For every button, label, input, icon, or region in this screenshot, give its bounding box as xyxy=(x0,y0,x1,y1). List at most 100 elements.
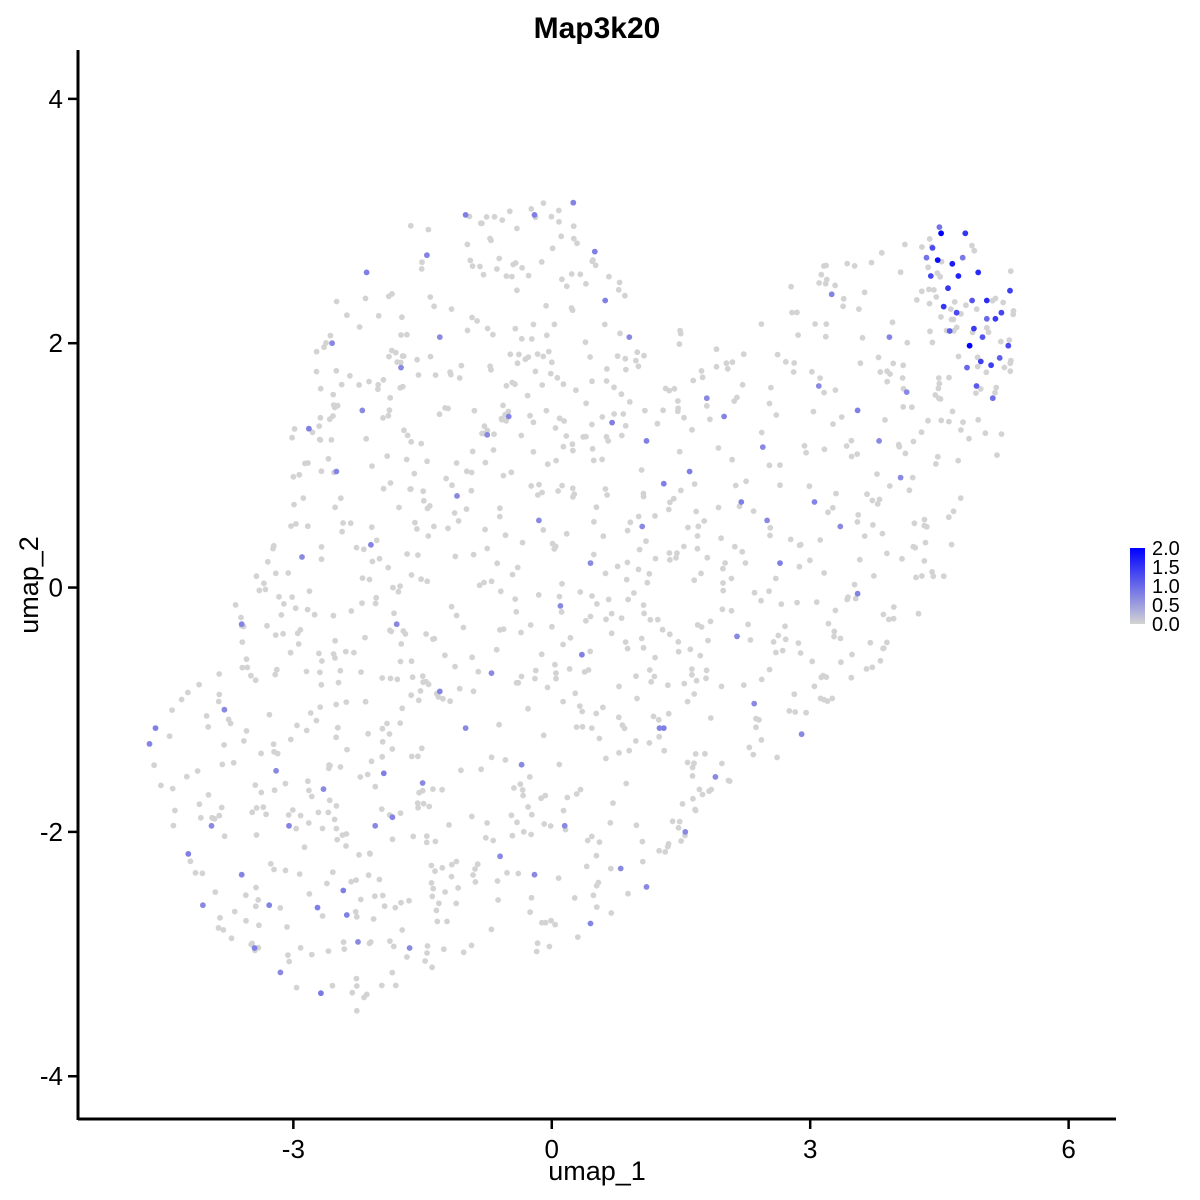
cell-point xyxy=(583,280,589,287)
cell-point xyxy=(314,904,321,911)
cell-point xyxy=(729,359,736,366)
cell-point xyxy=(319,825,326,832)
cell-point xyxy=(794,309,800,316)
cell-point xyxy=(238,614,244,621)
cell-point xyxy=(306,588,313,595)
cell-point xyxy=(453,612,460,619)
cell-point xyxy=(472,866,478,872)
cell-point xyxy=(203,713,210,719)
cell-point xyxy=(503,273,510,279)
cell-point xyxy=(217,914,223,921)
cell-point xyxy=(509,379,516,386)
cell-point xyxy=(340,520,346,526)
cell-point xyxy=(656,725,663,731)
cell-point xyxy=(616,749,622,756)
cell-point xyxy=(397,384,404,391)
cell-point xyxy=(603,755,609,762)
cell-point xyxy=(698,368,705,374)
cell-point xyxy=(494,878,501,884)
cell-point xyxy=(650,713,657,720)
cell-point xyxy=(689,764,696,771)
cell-point xyxy=(953,309,960,316)
cell-point xyxy=(606,273,612,280)
cell-point xyxy=(448,306,455,312)
cell-point xyxy=(387,675,394,682)
cell-point xyxy=(936,380,943,387)
y-tick-label: 0 xyxy=(49,573,63,603)
cell-point xyxy=(408,572,415,578)
cell-point xyxy=(443,475,449,482)
cell-point xyxy=(624,645,631,652)
cell-point xyxy=(698,570,704,577)
cell-point xyxy=(455,518,462,524)
cell-point xyxy=(936,224,943,231)
cell-point xyxy=(828,291,835,298)
cell-point xyxy=(821,446,828,453)
cell-point xyxy=(844,596,851,603)
cell-point xyxy=(353,544,360,551)
cell-point xyxy=(264,558,271,565)
cell-point xyxy=(463,468,470,475)
cell-point xyxy=(379,892,386,899)
cell-point xyxy=(553,457,559,464)
cell-point xyxy=(340,939,347,945)
cell-point xyxy=(589,593,595,599)
cell-point xyxy=(903,389,910,395)
cell-point xyxy=(566,666,573,672)
y-tick-label: -4 xyxy=(40,1061,63,1091)
cell-point xyxy=(170,822,177,829)
cell-point xyxy=(398,364,404,371)
cell-point xyxy=(665,710,672,717)
cell-point xyxy=(221,706,228,713)
cell-point xyxy=(539,382,546,388)
cell-point xyxy=(513,608,520,615)
cell-point xyxy=(474,861,481,868)
cell-point xyxy=(528,483,535,489)
cell-point xyxy=(588,725,595,731)
cell-point xyxy=(695,523,702,530)
cell-point xyxy=(376,555,383,562)
cell-point xyxy=(366,576,373,583)
cell-point xyxy=(372,600,379,607)
cell-point xyxy=(386,731,393,737)
cell-point xyxy=(192,869,199,876)
cell-point xyxy=(398,332,404,338)
cell-point xyxy=(389,814,396,821)
cell-point xyxy=(541,821,548,827)
cell-point xyxy=(643,438,650,444)
cell-point xyxy=(363,269,370,276)
cell-point xyxy=(389,969,396,976)
cell-point xyxy=(290,473,297,480)
cell-point xyxy=(593,504,600,511)
cell-point xyxy=(982,430,989,437)
cell-point xyxy=(415,372,422,378)
cell-point xyxy=(750,508,757,514)
cell-point xyxy=(425,226,432,233)
cell-point xyxy=(528,811,535,818)
cell-point xyxy=(931,287,937,293)
cell-point xyxy=(449,482,455,489)
cell-point xyxy=(397,810,404,816)
cell-point xyxy=(671,385,678,392)
cell-point xyxy=(525,705,531,712)
cell-point xyxy=(404,954,410,960)
cell-point xyxy=(288,523,294,529)
cell-point xyxy=(281,601,287,607)
cell-point xyxy=(291,501,297,508)
cell-point xyxy=(646,570,653,577)
cell-point xyxy=(696,786,703,793)
cell-point xyxy=(525,354,532,360)
cell-point xyxy=(824,698,831,704)
cell-point xyxy=(867,639,874,646)
cell-point xyxy=(713,346,720,353)
cell-point xyxy=(497,627,503,633)
cell-point xyxy=(304,523,311,530)
cell-point xyxy=(979,334,986,340)
cell-point xyxy=(344,312,350,319)
cell-point xyxy=(718,683,725,690)
cell-point xyxy=(286,822,292,829)
cell-point xyxy=(169,785,176,792)
cell-point xyxy=(686,468,693,475)
cell-point xyxy=(666,631,673,638)
cell-point xyxy=(424,578,431,585)
